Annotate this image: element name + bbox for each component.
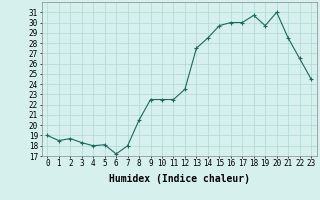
X-axis label: Humidex (Indice chaleur): Humidex (Indice chaleur) <box>109 174 250 184</box>
